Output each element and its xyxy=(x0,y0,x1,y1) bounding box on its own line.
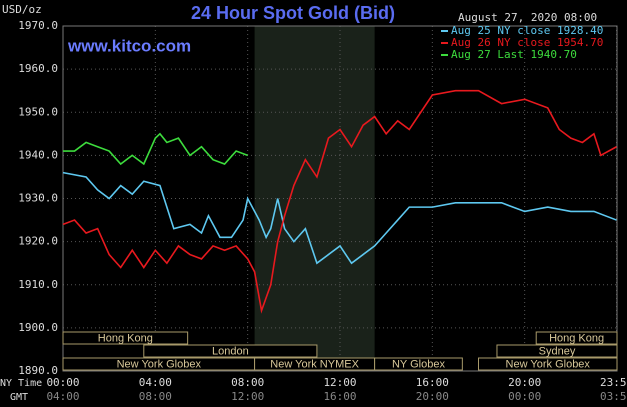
y-tick-label: 1890.0 xyxy=(18,364,58,377)
x2-tick-label: 00:00 xyxy=(508,390,541,403)
plot-frame xyxy=(62,25,618,372)
source: www.kitco.com xyxy=(67,36,191,55)
session-label: London xyxy=(212,345,249,357)
session-label: Hong Kong xyxy=(98,332,153,344)
session-box xyxy=(143,344,318,358)
timestamp: August 27, 2020 08:00 xyxy=(458,11,597,24)
y-tick-label: 1910.0 xyxy=(18,278,58,291)
y-tick-label: 1960.0 xyxy=(18,62,58,75)
series-line xyxy=(63,132,248,166)
y-tick-label: 1920.0 xyxy=(18,235,58,248)
legend-label: Aug 27 Last 1940.70 xyxy=(451,48,577,61)
series-line xyxy=(62,89,617,314)
legend-label: Aug 26 NY close 1954.70 xyxy=(451,36,603,49)
session-label: New York Globex xyxy=(117,358,202,370)
x-tick-label: 20:00 xyxy=(508,376,541,389)
x2-tick-label: 08:00 xyxy=(139,390,172,403)
session-label: Sydney xyxy=(539,345,576,357)
chart-title: 24 Hour Spot Gold (Bid) xyxy=(191,3,395,23)
y-axis-label: USD/oz xyxy=(2,3,42,16)
session-box xyxy=(374,357,463,371)
x2-tick-label: 20:00 xyxy=(416,390,449,403)
session-label: New York Globex xyxy=(506,358,591,370)
session-label: New York NYMEX xyxy=(270,358,359,370)
x2-axis-label: GMT xyxy=(10,392,28,403)
session-box xyxy=(496,344,618,358)
session-label: NY Globex xyxy=(392,358,445,370)
y-tick-label: 1970.0 xyxy=(18,19,58,32)
session-label: Hong Kong xyxy=(549,332,604,344)
series-line xyxy=(62,171,617,265)
session-box xyxy=(478,357,618,371)
x-tick-label: 08:00 xyxy=(231,376,264,389)
y-tick-label: 1900.0 xyxy=(18,321,58,334)
x-tick-label: 16:00 xyxy=(416,376,449,389)
highlight-band xyxy=(254,26,375,371)
y-tick-label: 1940.0 xyxy=(18,148,58,161)
x2-tick-label: 12:00 xyxy=(231,390,264,403)
y-tick-label: 1930.0 xyxy=(18,192,58,205)
x-tick-label: 04:00 xyxy=(139,376,172,389)
y-tick-label: 1950.0 xyxy=(18,105,58,118)
legend-label: Aug 25 NY close 1928.40 xyxy=(451,24,603,37)
x-tick-label: 23:59 xyxy=(600,376,627,389)
session-box xyxy=(62,331,189,345)
x-tick-label: 12:00 xyxy=(323,376,356,389)
x2-tick-label: 16:00 xyxy=(323,390,356,403)
session-box xyxy=(535,331,618,345)
x2-tick-label: 03:59 xyxy=(600,390,627,403)
x-axis-label: NY Time xyxy=(0,378,42,389)
x-tick-label: 00:00 xyxy=(46,376,79,389)
x2-tick-label: 04:00 xyxy=(46,390,79,403)
